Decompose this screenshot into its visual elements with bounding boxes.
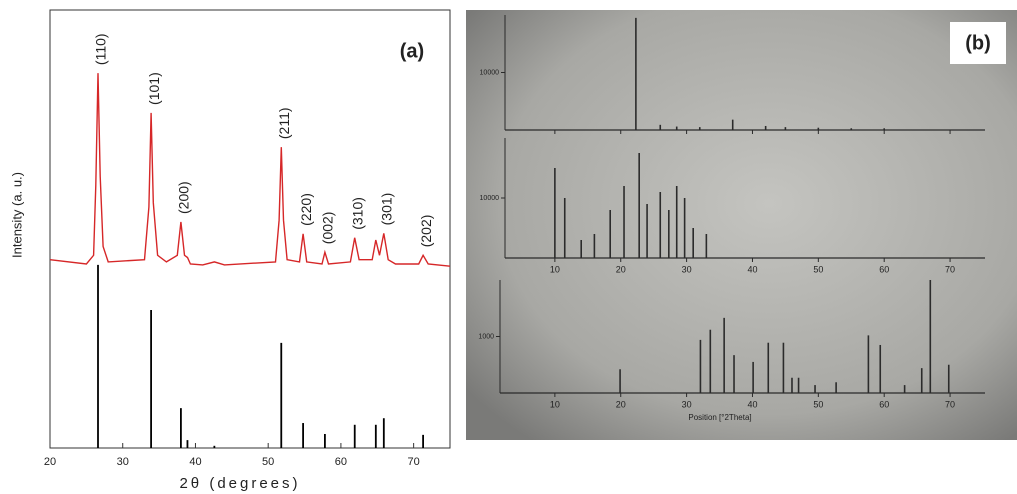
y-tick-label: 10000 — [480, 69, 500, 76]
x-tick-label: 20 — [44, 456, 56, 468]
x-tick-label: 10 — [550, 264, 560, 274]
panel-label-box — [950, 22, 1006, 64]
photo-background — [466, 10, 1017, 440]
peak-label: (110) — [93, 33, 109, 65]
x-tick-label: 20 — [616, 264, 626, 274]
x-tick-label: 40 — [747, 399, 757, 409]
panel-label: (b) — [965, 32, 991, 54]
peak-label: (310) — [349, 197, 365, 230]
plot-frame — [49, 9, 451, 449]
y-axis-label: Intensity (a. u.) — [9, 172, 24, 258]
x-tick-label: 50 — [262, 456, 274, 468]
y-tick-label: 10000 — [480, 195, 500, 202]
x-tick-label: 10 — [550, 399, 560, 409]
x-tick-label: 70 — [945, 264, 955, 274]
peak-label: (101) — [146, 72, 162, 105]
x-tick-label: 50 — [813, 264, 823, 274]
x-tick-label: 50 — [813, 399, 823, 409]
x-tick-label: 60 — [335, 456, 347, 468]
x-tick-label: 20 — [616, 399, 626, 409]
x-tick-label: 70 — [408, 456, 420, 468]
x-tick-label: 30 — [117, 456, 129, 468]
x-axis-label: Position [°2Theta] — [688, 413, 751, 422]
y-tick-label: 1000 — [478, 333, 494, 340]
xrd-pattern — [49, 73, 451, 267]
x-tick-label: 60 — [879, 399, 889, 409]
peak-label: (220) — [298, 193, 314, 226]
peak-label: (301) — [379, 193, 395, 226]
x-tick-label: 30 — [682, 264, 692, 274]
peak-label: (211) — [276, 107, 292, 139]
x-tick-label: 30 — [682, 399, 692, 409]
x-tick-label: 40 — [747, 264, 757, 274]
x-axis-label: 2θ (degrees) — [179, 475, 300, 492]
peak-label: (202) — [418, 215, 434, 248]
x-tick-label: 70 — [945, 399, 955, 409]
panel-label: (a) — [400, 40, 424, 62]
x-tick-label: 60 — [879, 264, 889, 274]
peak-label: (200) — [176, 181, 192, 214]
x-tick-label: 40 — [189, 456, 201, 468]
peak-label: (002) — [320, 212, 336, 245]
